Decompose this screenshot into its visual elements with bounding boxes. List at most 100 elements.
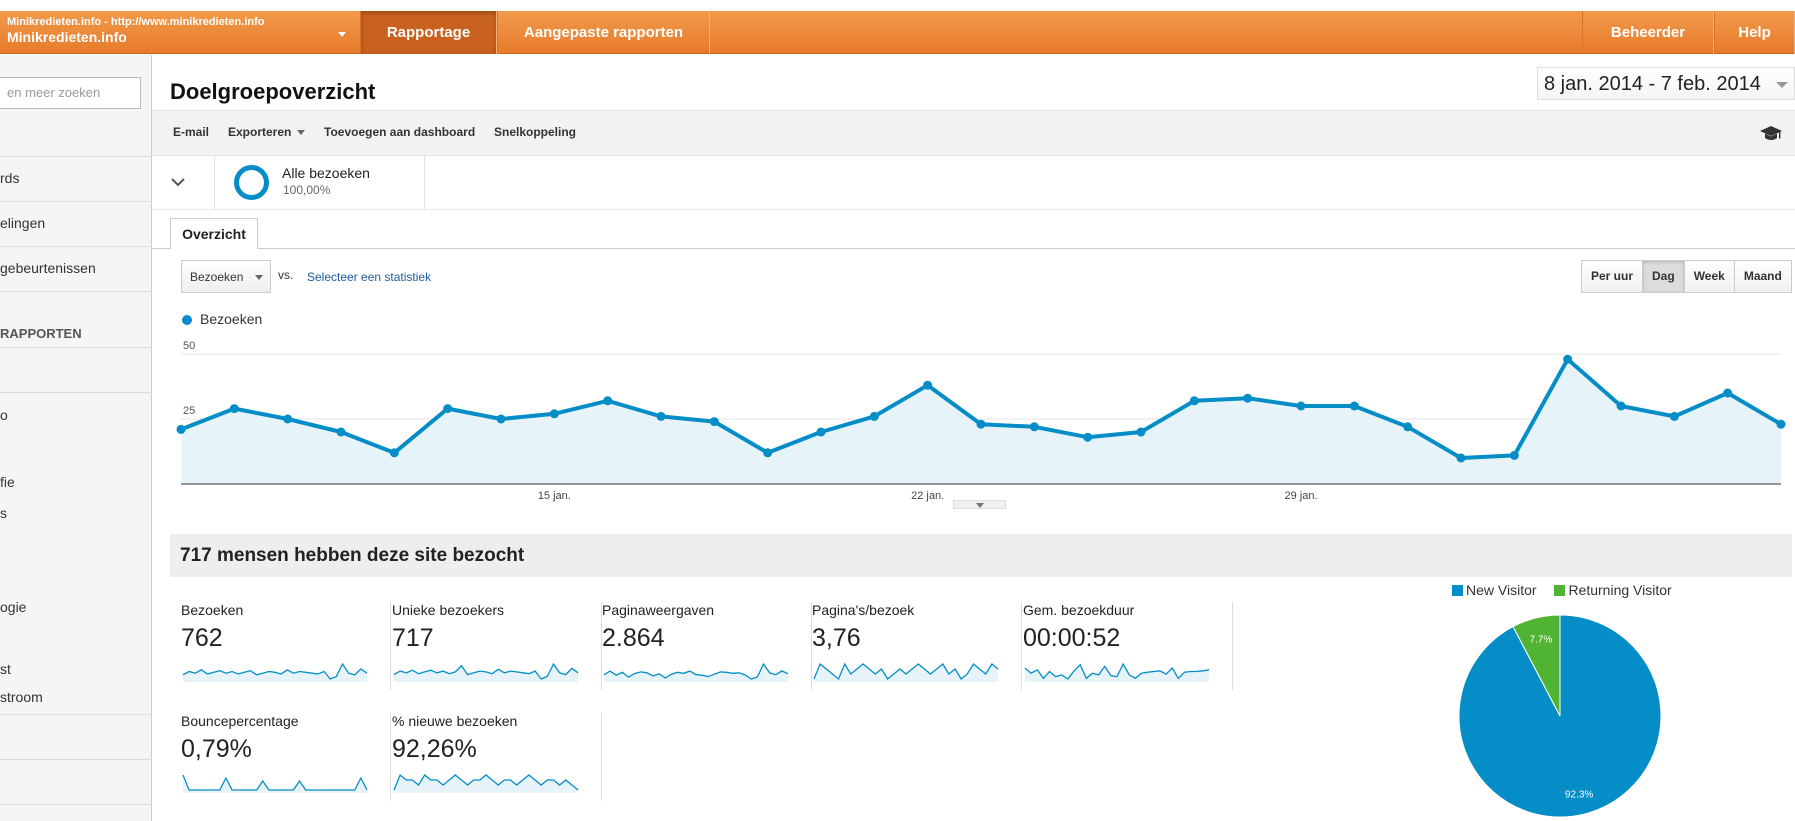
main-content: Doelgroepoverzicht 8 jan. 2014 - 7 feb. …	[152, 55, 1795, 821]
sidebar-item[interactable]: fie	[0, 474, 15, 490]
metric-name: Gem. bezoekduur	[1023, 602, 1135, 618]
tile-divider	[601, 713, 602, 801]
x-tick-label: 22 jan.	[911, 490, 944, 502]
export-button[interactable]: Exporteren	[228, 125, 306, 139]
data-point	[976, 419, 986, 429]
chart-legend: Bezoeken	[182, 311, 262, 327]
metric-select-value: Bezoeken	[190, 270, 244, 284]
segment-toggle[interactable]	[152, 156, 215, 210]
date-range-picker[interactable]: 8 jan. 2014 - 7 feb. 2014	[1537, 67, 1795, 100]
day-button[interactable]: Dag	[1643, 261, 1685, 292]
sparkline-area	[183, 664, 367, 682]
metric-value: 762	[181, 624, 223, 652]
date-range-label: 8 jan. 2014 - 7 feb. 2014	[1544, 73, 1761, 95]
segment-ring-icon	[234, 165, 269, 200]
data-point	[443, 404, 453, 414]
new-visitor-swatch	[1452, 585, 1463, 596]
nav-rapportage[interactable]: Rapportage	[360, 11, 497, 54]
metric-value: 2.864	[602, 624, 665, 652]
chevron-down-icon	[976, 503, 984, 508]
data-point	[1776, 419, 1786, 429]
data-point	[283, 414, 293, 424]
sidebar-item[interactable]: stroom	[0, 689, 43, 705]
account-selector[interactable]: Minikredieten.info - http://www.minikred…	[7, 16, 265, 45]
tab-overzicht[interactable]: Overzicht	[170, 218, 258, 250]
sidebar-item[interactable]: st	[0, 661, 11, 677]
y-tick-label: 50	[183, 340, 195, 352]
week-button[interactable]: Week	[1684, 261, 1735, 292]
metric-tile[interactable]: % nieuwe bezoeken 92,26%	[392, 713, 602, 803]
export-label: Exporteren	[228, 125, 292, 139]
nav-beheerder[interactable]: Beheerder	[1582, 11, 1714, 54]
segment-all-visits[interactable]: Alle bezoeken 100,00%	[215, 156, 425, 210]
sidebar-divider	[0, 201, 152, 202]
y-tick-label: 25	[183, 405, 195, 417]
metric-tile[interactable]: Unieke bezoekers 717	[392, 602, 602, 692]
sidebar-item[interactable]: s	[0, 505, 7, 521]
tab-bar: Overzicht	[152, 218, 1795, 250]
select-statistic-link[interactable]: Selecteer een statistiek	[307, 270, 432, 284]
data-point	[1723, 388, 1733, 398]
nav-aangepaste-rapporten[interactable]: Aangepaste rapporten	[497, 11, 710, 54]
sparkline	[603, 662, 789, 682]
metric-tile[interactable]: Pagina's/bezoek 3,76	[812, 602, 1022, 692]
sparkline	[393, 773, 579, 793]
chevron-down-icon[interactable]	[1776, 82, 1788, 88]
metric-value: 717	[392, 624, 434, 652]
report-toolbar: E-mail Exporteren Toevoegen aan dashboar…	[152, 110, 1795, 156]
sparkline-line	[393, 773, 579, 791]
sidebar: en meer zoeken rds elingen gebeurtenisse…	[0, 55, 152, 821]
segment-name: Alle bezoeken	[282, 165, 370, 181]
segment-row: Alle bezoeken 100,00%	[152, 156, 1795, 210]
sidebar-item[interactable]: elingen	[0, 215, 46, 231]
chevron-down-icon[interactable]	[152, 156, 215, 210]
page-title: Doelgroepoverzicht	[170, 79, 376, 104]
metric-name: Bouncepercentage	[181, 713, 299, 729]
nav-help[interactable]: Help	[1714, 11, 1795, 54]
vs-label: vs.	[278, 268, 294, 282]
pie-legend-new: New Visitor	[1466, 582, 1537, 598]
data-point	[1509, 450, 1519, 460]
sidebar-item[interactable]: gebeurtenissen	[0, 260, 96, 276]
graduation-cap-icon[interactable]	[1759, 125, 1783, 143]
metric-tile[interactable]: Bezoeken 762	[181, 602, 391, 692]
metric-tile[interactable]: Gem. bezoekduur 00:00:52	[1023, 602, 1233, 692]
sparkline	[1024, 662, 1210, 682]
shortcut-button[interactable]: Snelkoppeling	[494, 125, 577, 139]
x-tick-label: 15 jan.	[538, 490, 571, 502]
summary-headline: 717 mensen hebben deze site bezocht	[170, 534, 1792, 577]
metric-select[interactable]: Bezoeken	[181, 260, 271, 293]
add-to-dashboard-button[interactable]: Toevoegen aan dashboard	[324, 125, 476, 139]
sidebar-item[interactable]: o	[0, 407, 8, 423]
metric-tile[interactable]: Paginaweergaven 2.864	[602, 602, 812, 692]
metric-tile[interactable]: Bouncepercentage 0,79%	[181, 713, 391, 803]
data-point	[1189, 396, 1199, 406]
per-hour-button[interactable]: Per uur	[1582, 261, 1644, 292]
data-point	[923, 380, 933, 390]
sidebar-item[interactable]: ogie	[0, 599, 27, 615]
visitor-type-pie-chart: 92.3% 7.7%	[1458, 614, 1662, 818]
sidebar-section-heading: RAPPORTEN	[0, 326, 82, 341]
email-button[interactable]: E-mail	[173, 125, 210, 139]
metric-value: 00:00:52	[1023, 624, 1121, 652]
chart-resize-handle[interactable]	[953, 500, 1006, 509]
sidebar-search-input[interactable]: en meer zoeken	[0, 77, 141, 109]
chevron-down-icon[interactable]	[338, 32, 346, 37]
metric-name: Paginaweergaven	[602, 602, 715, 618]
sparkline-area	[183, 775, 367, 793]
data-point	[1563, 354, 1573, 364]
data-point	[1669, 411, 1679, 421]
metric-name: Pagina's/bezoek	[812, 602, 915, 618]
month-button[interactable]: Maand	[1734, 261, 1791, 292]
segment-percent: 100,00%	[283, 183, 331, 197]
sidebar-divider	[0, 347, 152, 348]
sparkline-line	[182, 774, 368, 791]
sidebar-divider	[0, 392, 152, 393]
metric-value: 92,26%	[392, 735, 477, 763]
data-point	[1243, 393, 1253, 403]
metric-value: 0,79%	[181, 735, 252, 763]
series-dot	[182, 315, 192, 325]
data-point	[496, 414, 506, 424]
sidebar-item[interactable]: rds	[0, 170, 20, 186]
data-point	[816, 427, 826, 437]
